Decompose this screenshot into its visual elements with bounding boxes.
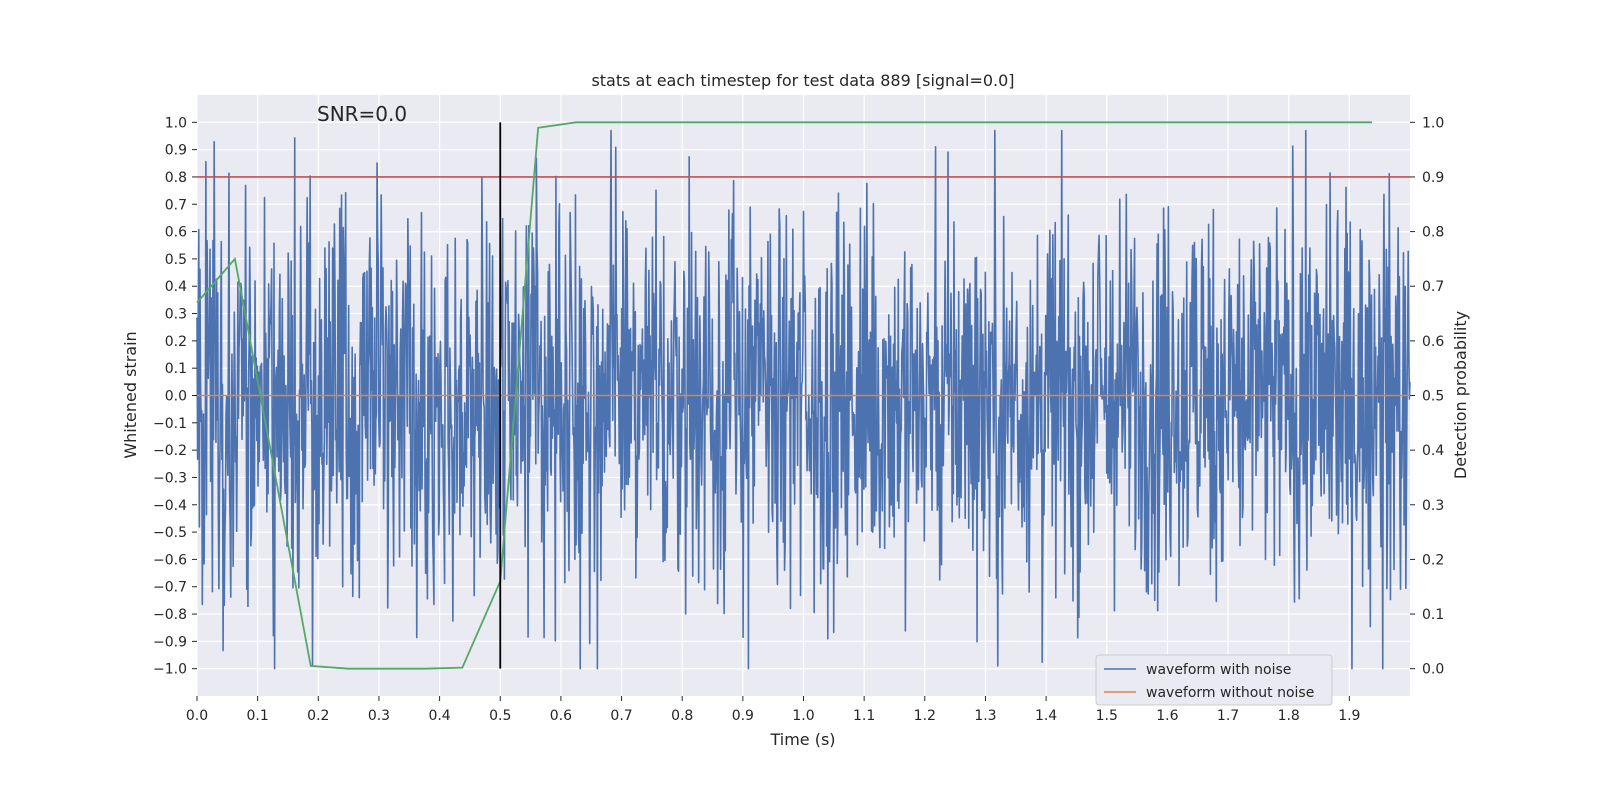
x-tick-label: 0.6	[550, 708, 572, 724]
y2-tick-label: 0.1	[1422, 607, 1444, 623]
snr-annotation: SNR=0.0	[317, 102, 407, 126]
y-tick-label: −0.5	[153, 525, 187, 541]
y-tick-label: −1.0	[153, 662, 187, 678]
x-tick-label: 0.3	[368, 708, 390, 724]
x-tick-label: 1.4	[1035, 708, 1057, 724]
x-tick-label: 1.6	[1156, 708, 1178, 724]
y2-tick-label: 1.0	[1422, 115, 1444, 131]
y-tick-label: −0.8	[153, 607, 187, 623]
y-tick-label: 0.7	[165, 197, 187, 213]
y2-tick-label: 0.4	[1422, 443, 1444, 459]
x-tick-label: 0.1	[247, 708, 269, 724]
y2-tick-label: 0.9	[1422, 170, 1444, 186]
legend: waveform with noise waveform without noi…	[1095, 654, 1333, 706]
legend-box	[1095, 654, 1333, 706]
y2-tick-label: 0.0	[1422, 662, 1444, 678]
series-layer	[196, 121, 1411, 670]
x-axis-label: Time (s)	[769, 730, 835, 749]
right-axis: 1.0 0.9 0.8 0.7 0.6 0.5 0.4 0.3 0.2 0.1 0.0	[1410, 115, 1444, 678]
y-tick-label: 1.0	[165, 115, 187, 131]
x-tick-label: 1.2	[914, 708, 936, 724]
y-axis-label: Whitened strain	[121, 331, 140, 458]
y-tick-label: −0.1	[153, 416, 187, 432]
y-tick-label: 0.0	[165, 389, 187, 405]
x-tick-label: 0.5	[489, 708, 511, 724]
x-tick-label: 1.9	[1338, 708, 1360, 724]
x-tick-label: 1.1	[853, 708, 875, 724]
x-tick-label: 1.5	[1096, 708, 1118, 724]
y-tick-label: 0.6	[165, 225, 187, 241]
y2-tick-label: 0.7	[1422, 279, 1444, 295]
series-waveform-with-noise	[196, 129, 1411, 670]
y2-tick-label: 0.6	[1422, 334, 1444, 350]
y-tick-label: −0.9	[153, 634, 187, 650]
chart-title: stats at each timestep for test data 889…	[591, 71, 1014, 90]
y-tick-label: 0.2	[165, 334, 187, 350]
x-tick-label: 0.2	[307, 708, 329, 724]
y-tick-label: 0.8	[165, 170, 187, 186]
y2-tick-label: 0.3	[1422, 498, 1444, 514]
y-tick-label: −0.7	[153, 580, 187, 596]
y2-tick-label: 0.5	[1422, 389, 1444, 405]
y-tick-label: −0.2	[153, 443, 187, 459]
x-tick-label: 0.9	[732, 708, 754, 724]
y2-tick-label: 0.2	[1422, 552, 1444, 568]
x-tick-label: 0.4	[428, 708, 450, 724]
y-tick-label: −0.4	[153, 498, 187, 514]
y-tick-label: 0.1	[165, 361, 187, 377]
y-tick-label: 0.3	[165, 307, 187, 323]
y-tick-label: 0.9	[165, 143, 187, 159]
y-tick-label: −0.3	[153, 470, 187, 486]
x-tick-label: 0.7	[610, 708, 632, 724]
x-tick-label: 0.0	[186, 708, 208, 724]
legend-label-noise: waveform with noise	[1146, 662, 1291, 678]
y2-tick-label: 0.8	[1422, 225, 1444, 241]
series-detection-probability	[196, 121, 1373, 670]
x-tick-label: 1.0	[792, 708, 814, 724]
y-tick-label: 0.4	[165, 279, 187, 295]
y-tick-label: −0.6	[153, 552, 187, 568]
x-tick-label: 0.8	[671, 708, 693, 724]
x-tick-label: 1.7	[1217, 708, 1239, 724]
y-tick-label: 0.5	[165, 252, 187, 268]
x-tick-label: 1.3	[974, 708, 996, 724]
x-tick-label: 1.8	[1278, 708, 1300, 724]
legend-label-clean: waveform without noise	[1146, 685, 1314, 701]
left-axis: 1.0 0.9 0.8 0.7 0.6 0.5 0.4 0.3 0.2 0.1 0.0 −0.1 −0.…	[153, 115, 197, 678]
y2-axis-label: Detection probability	[1451, 311, 1470, 479]
